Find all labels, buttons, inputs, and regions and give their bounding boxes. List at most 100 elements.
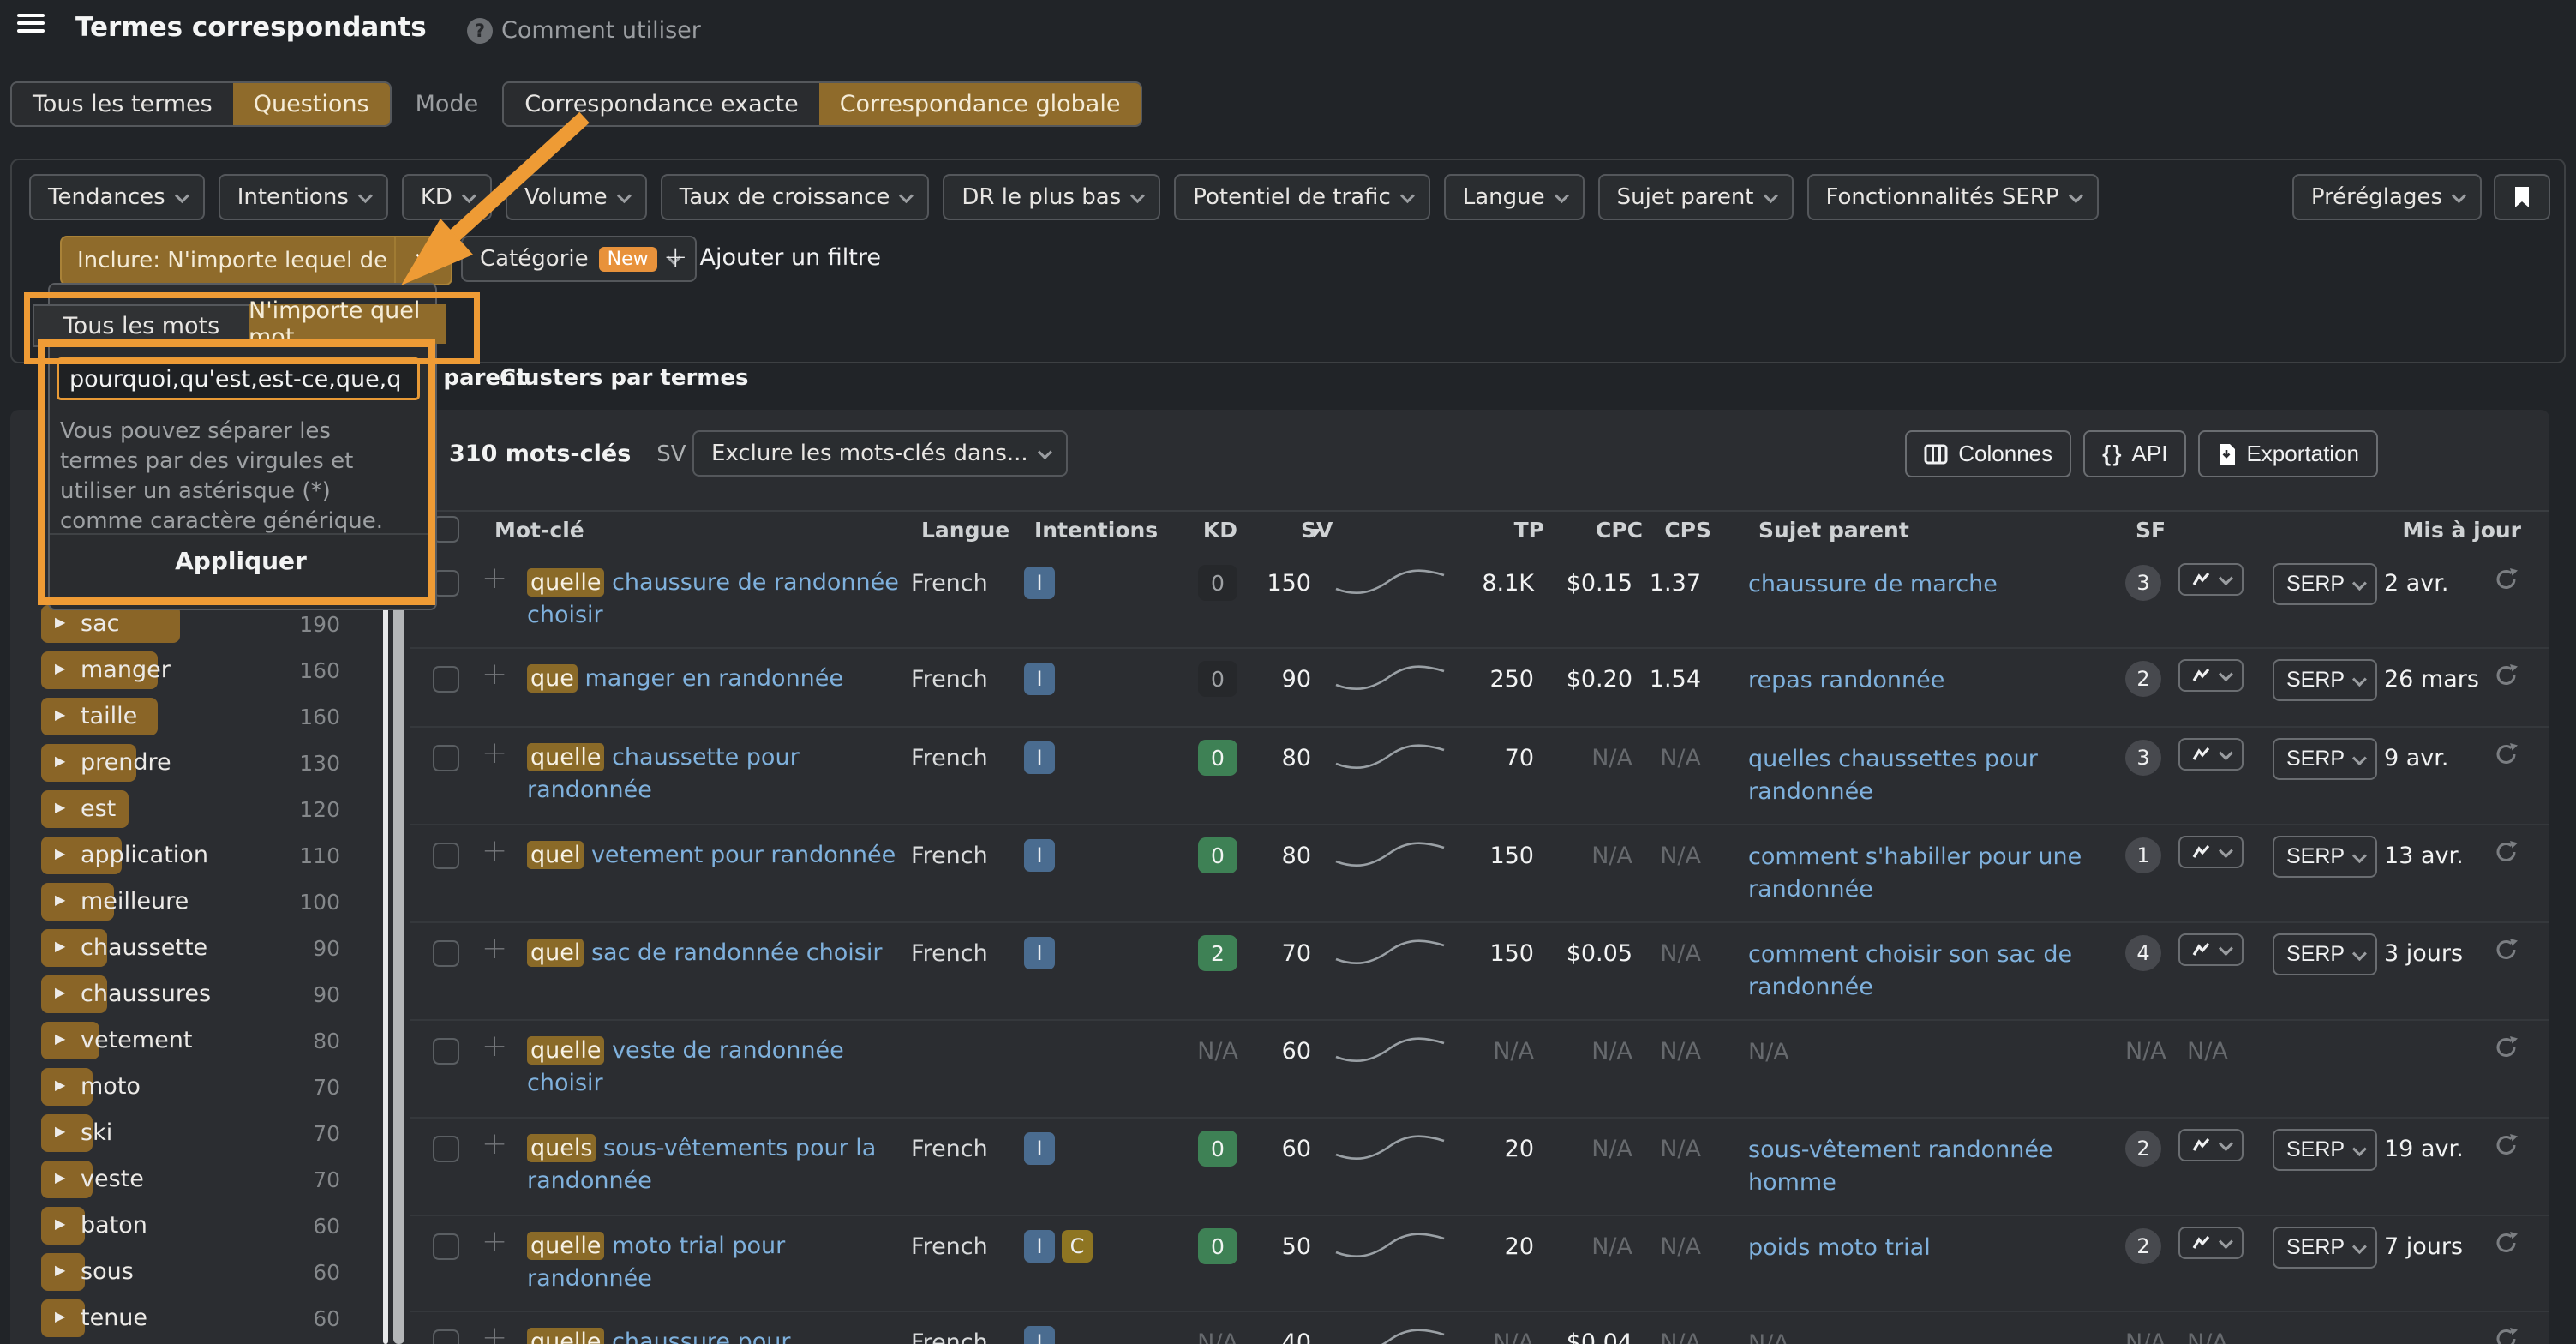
terms-input[interactable] [57, 357, 420, 400]
col-cpc[interactable]: CPC [1595, 518, 1643, 543]
row-checkbox[interactable] [433, 1329, 459, 1344]
expand-caret-icon[interactable]: ▶ [55, 1077, 66, 1093]
parent-topic-link[interactable]: chaussure de marche [1748, 571, 1998, 597]
row-checkbox[interactable] [433, 1136, 459, 1162]
filter-growth-rate[interactable]: Taux de croissance [660, 174, 930, 220]
include-filter-chip[interactable]: Inclure: N'importe lequel de 8 × [60, 236, 452, 285]
export-button[interactable]: Exportation [2198, 430, 2378, 477]
expand-caret-icon[interactable]: ▶ [55, 1308, 66, 1324]
serp-button[interactable]: SERP [2273, 659, 2378, 701]
position-chart-button[interactable] [2178, 659, 2244, 692]
row-checkbox[interactable] [433, 940, 459, 967]
filter-lowest-dr[interactable]: DR le plus bas [943, 174, 1161, 220]
bookmark-button[interactable] [2494, 174, 2550, 220]
filter-language[interactable]: Langue [1443, 174, 1585, 220]
expand-caret-icon[interactable]: ▶ [55, 1030, 66, 1047]
position-chart-button[interactable] [2178, 738, 2244, 771]
expand-caret-icon[interactable]: ▶ [55, 984, 66, 1000]
parent-topic-link[interactable]: comment s'habiller pour une randonnée [1748, 843, 2082, 903]
sidebar-term-item[interactable]: ▶ ski 70 [10, 1114, 387, 1154]
apply-button[interactable]: Appliquer [175, 547, 307, 575]
sidebar-term-item[interactable]: ▶ tenue 60 [10, 1299, 387, 1339]
add-to-list-icon[interactable]: + [482, 1320, 508, 1344]
popup-tab-any-word[interactable]: N'importe quel mot [249, 297, 446, 351]
keyword-link[interactable]: quelle veste de randonnée choisir [527, 1036, 844, 1096]
refresh-icon[interactable] [2494, 567, 2519, 592]
tab-exact-match[interactable]: Correspondance exacte [524, 91, 799, 117]
position-chart-button[interactable] [2178, 563, 2244, 596]
expand-caret-icon[interactable]: ▶ [55, 938, 66, 954]
serp-button[interactable]: SERP [2273, 933, 2378, 975]
parent-topic-link[interactable]: comment choisir son sac de randonnée [1748, 941, 2073, 1000]
filter-serp-features[interactable]: Fonctionnalités SERP [1806, 174, 2099, 220]
serp-button[interactable]: SERP [2273, 1129, 2378, 1171]
sidebar-term-item[interactable]: ▶ prendre 130 [10, 744, 387, 783]
filter-kd[interactable]: KD [401, 174, 492, 220]
tab-clusters-terms[interactable]: Clusters par termes [500, 365, 749, 391]
sidebar-term-item[interactable]: ▶ sous 60 [10, 1253, 387, 1293]
sidebar-term-item[interactable]: ▶ taille 160 [10, 698, 387, 737]
sidebar-term-item[interactable]: ▶ vetement 80 [10, 1022, 387, 1061]
expand-caret-icon[interactable]: ▶ [55, 614, 66, 630]
refresh-icon[interactable] [2494, 741, 2519, 767]
remove-filter-icon[interactable]: × [394, 237, 451, 284]
expand-caret-icon[interactable]: ▶ [55, 660, 66, 676]
popup-tab-all-words[interactable]: Tous les mots [33, 304, 249, 347]
add-to-list-icon[interactable]: + [482, 1224, 508, 1259]
sidebar-term-item[interactable]: ▶ moto 70 [10, 1068, 387, 1107]
parent-topic-link[interactable]: sous-vêtement randonnée homme [1748, 1137, 2053, 1196]
col-updated[interactable]: Mis à jour [2402, 518, 2521, 543]
refresh-icon[interactable] [2494, 1035, 2519, 1060]
presets-dropdown[interactable]: Préréglages [2291, 174, 2482, 220]
refresh-icon[interactable] [2494, 937, 2519, 963]
position-chart-button[interactable] [2178, 836, 2244, 868]
position-chart-button[interactable] [2178, 933, 2244, 966]
refresh-icon[interactable] [2494, 1132, 2519, 1158]
row-checkbox[interactable] [433, 745, 459, 771]
col-sv[interactable]: SV [1301, 518, 1333, 543]
add-to-list-icon[interactable]: + [482, 561, 508, 596]
serp-button[interactable]: SERP [2273, 1227, 2378, 1269]
add-to-list-icon[interactable]: + [482, 1029, 508, 1064]
menu-icon[interactable] [17, 14, 45, 34]
filter-parent-topic[interactable]: Sujet parent [1597, 174, 1794, 220]
keyword-link[interactable]: quelle chaussure pour randonnée [527, 1326, 904, 1344]
col-language[interactable]: Langue [921, 518, 1010, 543]
row-checkbox[interactable] [433, 1233, 459, 1260]
sidebar-term-item[interactable]: ▶ meilleure 100 [10, 883, 387, 922]
expand-caret-icon[interactable]: ▶ [55, 799, 66, 815]
columns-button[interactable]: Colonnes [1905, 430, 2072, 477]
sidebar-term-item[interactable]: ▶ sac 190 [10, 605, 387, 645]
serp-button[interactable]: SERP [2273, 836, 2378, 878]
col-parent-topic[interactable]: Sujet parent [1758, 518, 1909, 543]
sidebar-term-item[interactable]: ▶ application 110 [10, 837, 387, 876]
tab-global-match[interactable]: Correspondance globale [818, 83, 1141, 125]
keyword-link[interactable]: quel vetement pour randonnée [527, 839, 904, 872]
parent-topic-link[interactable]: repas randonnée [1748, 667, 1945, 693]
add-filter-button[interactable]: + Ajouter un filtre [663, 240, 882, 274]
col-tp[interactable]: TP [1513, 518, 1544, 543]
filter-intents[interactable]: Intentions [218, 174, 388, 220]
keyword-link[interactable]: quelle chaussette pour randonnée [527, 743, 800, 803]
row-checkbox[interactable] [433, 1038, 459, 1065]
sidebar-term-item[interactable]: ▶ manger 160 [10, 651, 387, 691]
add-to-list-icon[interactable]: + [482, 735, 508, 771]
keyword-link[interactable]: quels sous-vêtements pour la randonnée [527, 1134, 877, 1194]
expand-caret-icon[interactable]: ▶ [55, 753, 66, 769]
how-to-use-link[interactable]: ? Comment utiliser [467, 17, 701, 44]
add-to-list-icon[interactable]: + [482, 657, 508, 692]
parent-topic-link[interactable]: quelles chaussettes pour randonnée [1748, 746, 2038, 805]
filter-volume[interactable]: Volume [505, 174, 647, 220]
expand-caret-icon[interactable]: ▶ [55, 1123, 66, 1139]
col-kd[interactable]: KD [1202, 518, 1237, 543]
expand-caret-icon[interactable]: ▶ [55, 706, 66, 723]
category-filter-chip[interactable]: Catégorie New [461, 236, 697, 282]
expand-caret-icon[interactable]: ▶ [55, 1215, 66, 1232]
col-cps[interactable]: CPS [1664, 518, 1711, 543]
keyword-link[interactable]: quelle moto trial pour randonnée [527, 1232, 786, 1292]
parent-topic-link[interactable]: poids moto trial [1748, 1234, 1931, 1261]
sidebar-term-item[interactable]: ▶ chaussures 90 [10, 975, 387, 1015]
sidebar-scrollbar-thumb[interactable] [383, 602, 388, 1344]
add-to-list-icon[interactable]: + [482, 833, 508, 868]
api-button[interactable]: { } API [2083, 430, 2187, 477]
